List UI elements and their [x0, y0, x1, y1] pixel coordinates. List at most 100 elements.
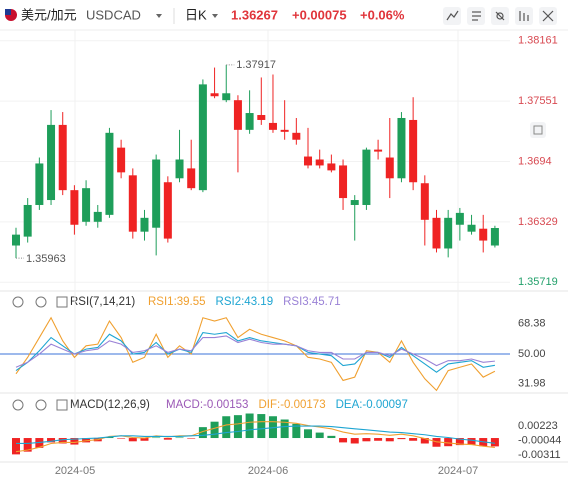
macd-bar [490, 438, 499, 447]
symbol[interactable]: USDCAD [86, 7, 141, 22]
candle-body [409, 119, 418, 183]
candle-body [339, 165, 348, 199]
macd-bar [444, 438, 453, 447]
eye-icon[interactable] [12, 296, 24, 308]
y-tick-label: 50.00 [518, 348, 546, 360]
macd-bar [304, 429, 313, 439]
macd-bar [163, 438, 172, 440]
legend-entry: DEA:-0.00097 [336, 399, 408, 411]
dropdown-arrow[interactable] [156, 14, 162, 18]
candle-body [374, 149, 383, 152]
candle-body [467, 224, 476, 232]
pair-name: 美元/加元 [21, 7, 77, 22]
macd-header: MACD(12,26,9) [12, 399, 150, 411]
candle-body [82, 188, 91, 222]
macd-bar [47, 438, 56, 443]
candle-body [444, 217, 453, 249]
candle-body [327, 163, 336, 171]
tool-button[interactable] [443, 7, 461, 25]
y-tick-label: 0.00223 [518, 420, 558, 432]
macd-bar [12, 438, 20, 455]
macd-bar [222, 416, 231, 439]
y-tick-label: 1.37551 [518, 95, 558, 107]
y-tick-label: 31.98 [518, 378, 546, 390]
side-icon-glyph [533, 125, 543, 135]
macd-bar [257, 414, 266, 439]
legend-entry: RSI2:43.19 [216, 296, 274, 308]
tool-icon [495, 11, 505, 21]
low-annotation: 1.35963 [26, 253, 66, 265]
macd-bar [140, 438, 149, 441]
candle-body [350, 200, 359, 205]
macd-bar [362, 438, 371, 442]
toolbar [443, 7, 557, 25]
x-tick-label: 2024-06 [248, 465, 288, 477]
macd-bar [339, 438, 348, 443]
candle-body [163, 182, 172, 239]
macd-bar [23, 438, 32, 452]
price-change-pct: +0.06% [360, 7, 405, 22]
macd-bar [198, 427, 207, 439]
candle-body [105, 132, 114, 215]
rsi-header: RSI(7,14,21) [12, 296, 135, 308]
flag-canton [5, 9, 11, 15]
y-tick-label: 1.36329 [518, 216, 558, 228]
candle-body [93, 211, 102, 222]
macd-bar [280, 419, 289, 439]
macd-bar [58, 438, 67, 444]
tool-icon [542, 10, 554, 22]
macd-bar [210, 421, 219, 439]
candle-body [385, 157, 394, 179]
macd-bar [128, 438, 137, 442]
tool-icon [496, 12, 504, 20]
dropdown-arrow[interactable] [212, 14, 218, 18]
tool-icon [446, 10, 459, 21]
candle-body [420, 183, 429, 220]
y-tick-label: 68.38 [518, 318, 546, 330]
macd-bar [420, 438, 429, 444]
macd-bar [315, 432, 324, 439]
eye-icon[interactable] [12, 399, 24, 411]
indicator-icon[interactable] [56, 399, 68, 411]
candle-body [292, 132, 301, 140]
candle-body [479, 228, 488, 241]
indicator-icon[interactable] [56, 296, 68, 308]
period[interactable]: 日K [185, 7, 207, 22]
candle-body [58, 124, 67, 191]
indicator-line [15, 335, 495, 368]
candle-body [152, 159, 161, 228]
candle-body [233, 100, 242, 130]
macd-bar [397, 438, 406, 440]
macd-bar [467, 438, 476, 445]
candle-body [128, 175, 137, 232]
high-annotation: 1.37917 [236, 59, 276, 71]
candle-body [187, 168, 196, 189]
macd-title: MACD(12,26,9) [70, 399, 150, 411]
candle-body [268, 122, 277, 130]
macd-bar [292, 423, 301, 439]
legend-entry: RSI1:39.55 [148, 296, 206, 308]
settings-icon[interactable] [35, 399, 47, 411]
y-tick-label: 1.35719 [518, 276, 558, 288]
y-tick-label: 1.3694 [518, 155, 552, 167]
candle-body [117, 147, 126, 173]
side-button[interactable] [530, 122, 546, 138]
candle-body [257, 115, 266, 120]
y-tick-label: -0.00311 [518, 449, 561, 461]
indicator-line [16, 425, 495, 445]
side-icon[interactable] [530, 122, 546, 138]
legend-entry: RSI3:45.71 [283, 296, 341, 308]
candle-body [140, 217, 149, 232]
macd-bar [409, 438, 418, 441]
candle-body [70, 190, 79, 225]
candle-body [304, 156, 313, 166]
settings-icon[interactable] [35, 296, 47, 308]
candle-body [455, 212, 464, 225]
candle-body [175, 159, 184, 179]
macd-bar [327, 435, 336, 439]
macd-bar [233, 415, 242, 439]
indicator-line [15, 316, 496, 392]
